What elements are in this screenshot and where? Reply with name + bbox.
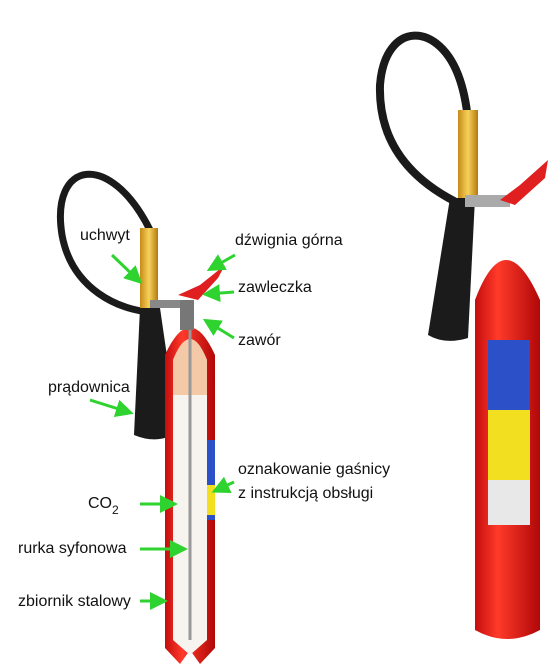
handle [140, 228, 158, 308]
lever [178, 265, 225, 300]
label-pin: zawleczka [238, 279, 312, 296]
horn [428, 198, 475, 341]
arrow [112, 255, 138, 280]
label-siphon: rurka syfonowa [18, 540, 127, 557]
gas-formula: CO [88, 495, 112, 512]
label-nozzle: prądownica [48, 379, 130, 396]
label-lever: dźwignia górna [235, 232, 343, 249]
arrow [90, 400, 128, 412]
label-valve: zawór [238, 332, 281, 349]
arrow [212, 255, 235, 268]
arrow [217, 482, 234, 490]
gas-subscript: 2 [112, 503, 119, 517]
label-tank: zbiornik stalowy [18, 593, 131, 610]
page: uchwyt dźwignia górna zawleczka zawór pr… [0, 0, 552, 666]
label-gas: CO2 [88, 495, 119, 517]
label-marking: oznakowanie gaśnicy [238, 461, 390, 478]
valve [180, 300, 194, 330]
label-blue [488, 340, 530, 410]
handle [458, 110, 478, 205]
arrow [208, 292, 234, 294]
label-white [488, 480, 530, 525]
hose [380, 36, 470, 205]
label-handle: uchwyt [80, 227, 130, 244]
arrow [208, 322, 234, 338]
label-marking: z instrukcją obsługi [238, 485, 373, 502]
cutaway-extinguisher [60, 174, 225, 664]
full-extinguisher [380, 36, 548, 639]
label-yellow [488, 410, 530, 480]
diagram: uchwyt dźwignia górna zawleczka zawór pr… [0, 0, 552, 666]
lever [500, 160, 548, 205]
label-strip-yellow [207, 485, 215, 515]
